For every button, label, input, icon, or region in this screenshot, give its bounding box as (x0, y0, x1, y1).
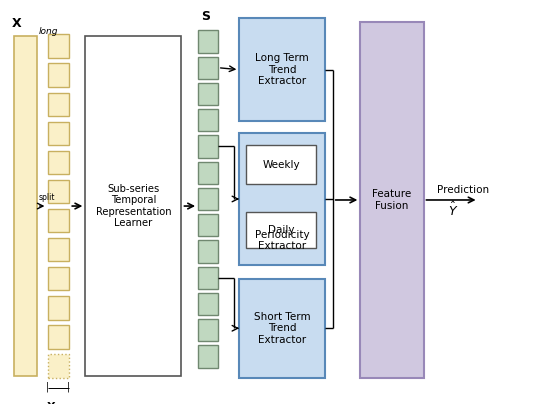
FancyBboxPatch shape (246, 145, 316, 184)
Text: Feature
Fusion: Feature Fusion (372, 189, 411, 211)
Text: $\mathbf{X}$: $\mathbf{X}$ (46, 400, 56, 404)
Text: Weekly: Weekly (262, 160, 300, 170)
FancyBboxPatch shape (198, 267, 218, 289)
FancyBboxPatch shape (198, 214, 218, 236)
Text: |: | (46, 382, 49, 392)
FancyBboxPatch shape (48, 354, 69, 378)
FancyBboxPatch shape (198, 83, 218, 105)
FancyBboxPatch shape (198, 57, 218, 79)
Text: $\mathbf{X}$: $\mathbf{X}$ (11, 17, 23, 30)
FancyBboxPatch shape (246, 212, 316, 248)
FancyBboxPatch shape (48, 209, 69, 232)
Text: S: S (201, 10, 210, 23)
Text: Short Term
Trend
Extractor: Short Term Trend Extractor (254, 311, 310, 345)
FancyBboxPatch shape (85, 36, 182, 376)
FancyBboxPatch shape (48, 180, 69, 203)
Text: Long Term
Trend
Extractor: Long Term Trend Extractor (255, 53, 309, 86)
Text: |: | (67, 382, 70, 392)
FancyBboxPatch shape (14, 36, 37, 376)
Text: Periodicity
Extractor: Periodicity Extractor (255, 229, 309, 251)
Text: $\hat{Y}$: $\hat{Y}$ (448, 201, 459, 219)
FancyBboxPatch shape (48, 34, 69, 58)
FancyBboxPatch shape (48, 63, 69, 87)
FancyBboxPatch shape (48, 122, 69, 145)
FancyBboxPatch shape (48, 296, 69, 320)
Text: Prediction: Prediction (437, 185, 490, 195)
FancyBboxPatch shape (198, 30, 218, 53)
FancyBboxPatch shape (198, 293, 218, 315)
FancyBboxPatch shape (198, 188, 218, 210)
FancyBboxPatch shape (198, 240, 218, 263)
FancyBboxPatch shape (48, 238, 69, 261)
FancyBboxPatch shape (48, 93, 69, 116)
FancyBboxPatch shape (239, 18, 324, 121)
FancyBboxPatch shape (198, 135, 218, 158)
Text: Sub-series
Temporal
Representation
Learner: Sub-series Temporal Representation Learn… (96, 184, 171, 228)
FancyBboxPatch shape (239, 279, 324, 378)
FancyBboxPatch shape (198, 162, 218, 184)
FancyBboxPatch shape (48, 267, 69, 290)
Text: long: long (39, 27, 58, 36)
FancyBboxPatch shape (48, 325, 69, 349)
FancyBboxPatch shape (48, 151, 69, 174)
FancyBboxPatch shape (198, 109, 218, 131)
Text: split: split (39, 193, 55, 202)
FancyBboxPatch shape (198, 319, 218, 341)
Text: Daily: Daily (268, 225, 295, 235)
FancyBboxPatch shape (360, 22, 424, 378)
FancyBboxPatch shape (239, 133, 324, 265)
FancyBboxPatch shape (198, 345, 218, 368)
